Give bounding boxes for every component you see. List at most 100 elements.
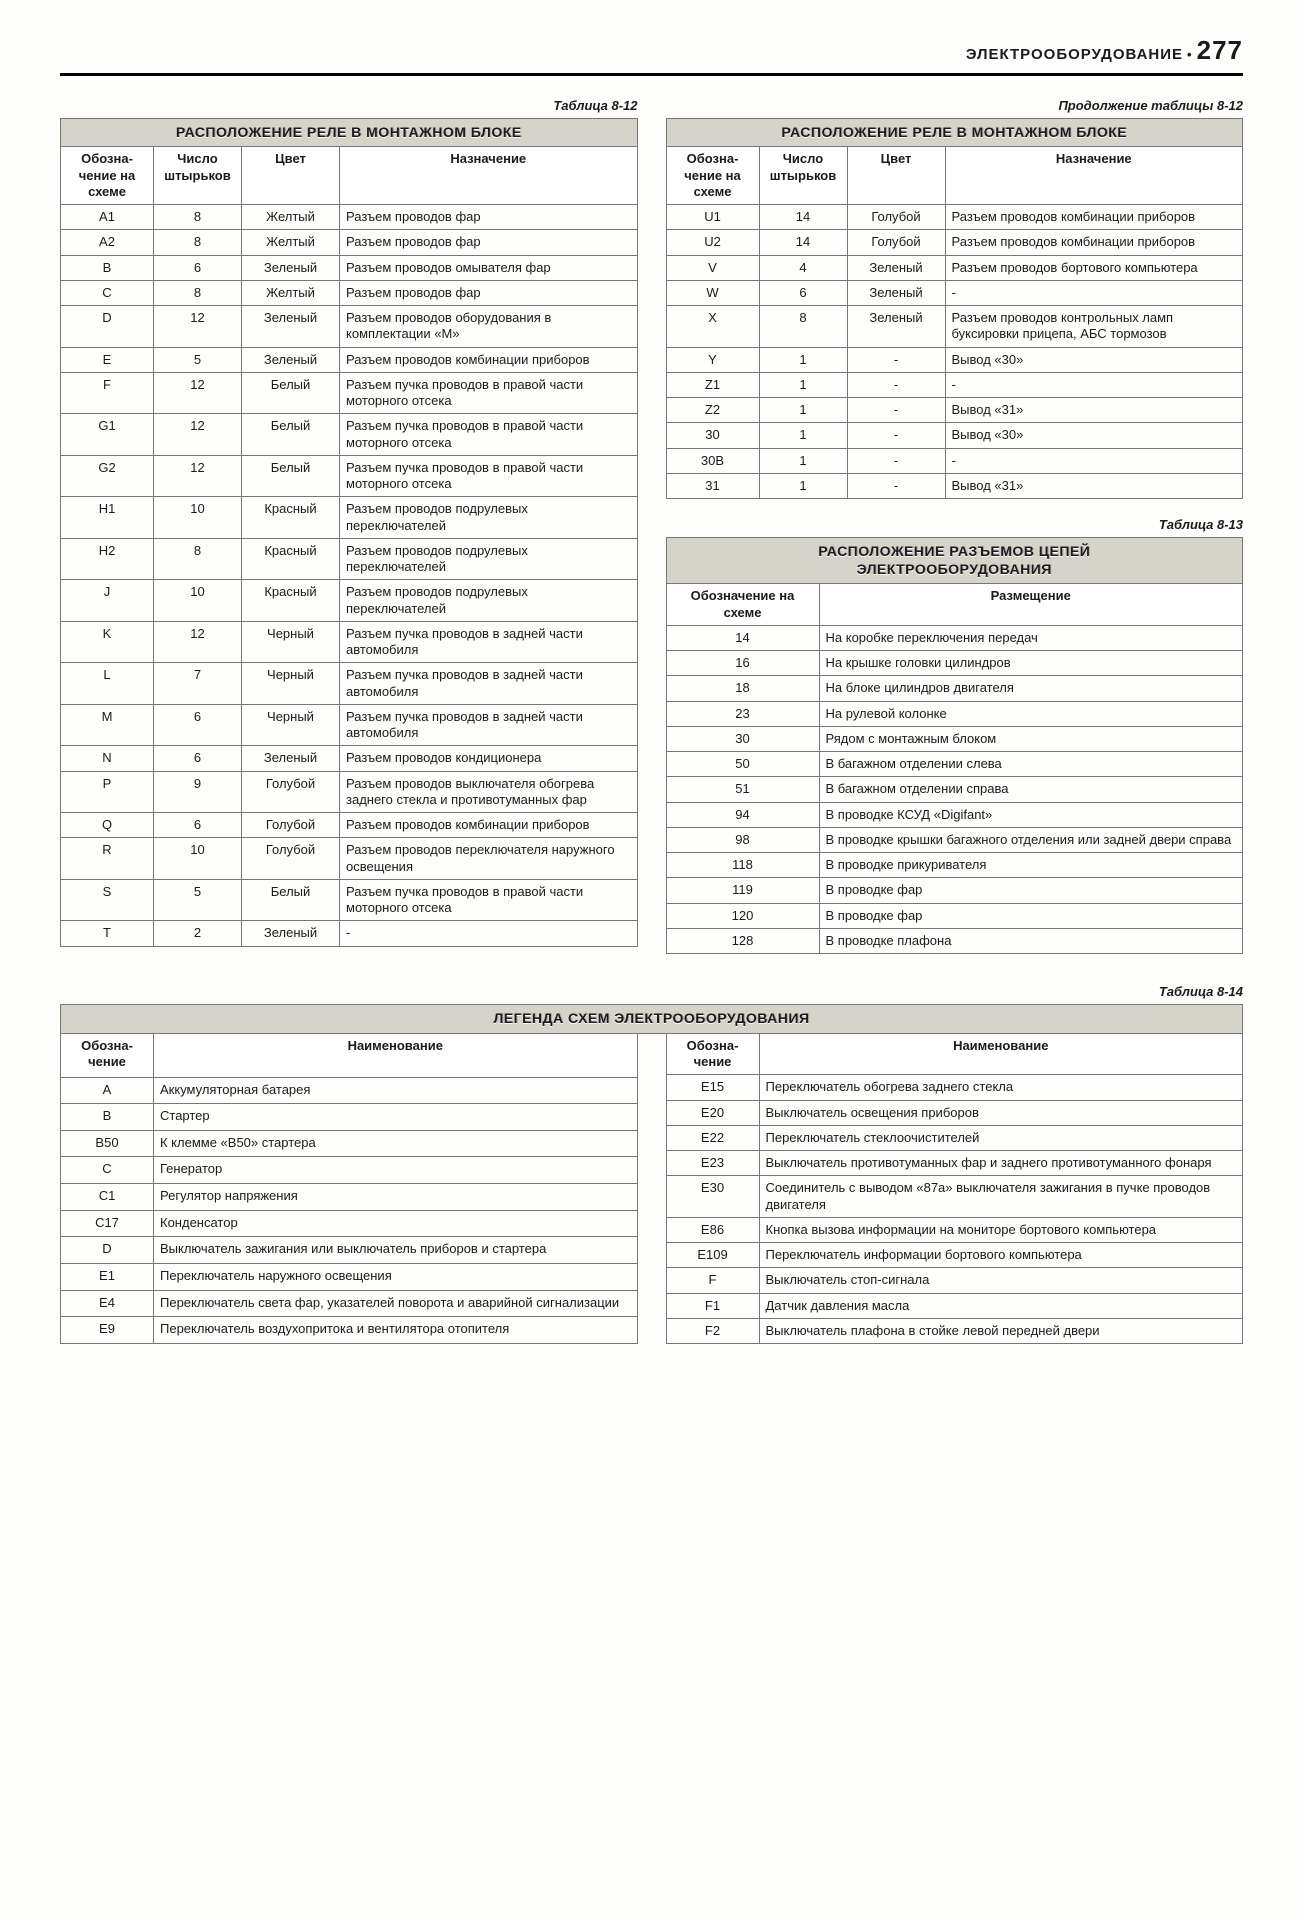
cell-color: -	[847, 473, 945, 498]
cell-purpose: Разъем проводов фар	[340, 280, 638, 305]
cell-purpose: -	[945, 448, 1243, 473]
cell-value: Датчик давления масла	[759, 1293, 1243, 1318]
cell-color: -	[847, 398, 945, 423]
cell-designation: F	[61, 372, 154, 414]
cell-designation: J	[61, 580, 154, 622]
cell-key: 118	[666, 853, 819, 878]
cell-purpose: Разъем проводов комбинации приборов	[945, 230, 1243, 255]
table-row: 119В проводке фар	[666, 878, 1243, 903]
cell-designation: G2	[61, 455, 154, 497]
table-row: H28КрасныйРазъем проводов подрулевых пер…	[61, 538, 638, 580]
caption-8-14: Таблица 8-14	[60, 984, 1243, 1000]
table-row: U114ГолубойРазъем проводов комбинации пр…	[666, 205, 1243, 230]
table-row: 118В проводке прикуривателя	[666, 853, 1243, 878]
cell-pins: 6	[154, 813, 242, 838]
cell-purpose: -	[945, 280, 1243, 305]
table-title-line2: ЭЛЕКТРООБОРУДОВАНИЯ	[857, 561, 1052, 577]
cell-purpose: Разъем проводов фар	[340, 230, 638, 255]
chapter-title: ЭЛЕКТРООБОРУДОВАНИЕ	[966, 46, 1183, 65]
cell-purpose: Разъем проводов контрольных ламп буксиро…	[945, 306, 1243, 348]
cell-designation: U1	[666, 205, 759, 230]
cell-purpose: Разъем пучка проводов в пра­вой части мо…	[340, 414, 638, 456]
cell-color: Желтый	[242, 280, 340, 305]
table-row: 301-Вывод «30»	[666, 423, 1243, 448]
cell-value: Выключатель противотуманных фар и заднег…	[759, 1151, 1243, 1176]
cell-designation: L	[61, 663, 154, 705]
cell-purpose: Разъем пучка проводов в пра­вой части мо…	[340, 372, 638, 414]
table-row: 30Рядом с монтажным блоком	[666, 726, 1243, 751]
cell-purpose: Разъем проводов подрулевых переключателе…	[340, 538, 638, 580]
cell-designation: 30	[666, 423, 759, 448]
table-row: K12ЧерныйРазъем пучка проводов в зад­ней…	[61, 621, 638, 663]
cell-designation: A1	[61, 205, 154, 230]
cell-pins: 8	[154, 538, 242, 580]
cell-color: Черный	[242, 621, 340, 663]
cell-purpose: Разъем проводов бортового компьютера	[945, 255, 1243, 280]
table-row: E4Переключатель света фар, указателей по…	[61, 1290, 638, 1317]
cell-purpose: Разъем пучка проводов в зад­ней части ав…	[340, 663, 638, 705]
table-row: S5БелыйРазъем пучка проводов в пра­вой ч…	[61, 879, 638, 921]
cell-pins: 1	[759, 398, 847, 423]
cell-key: C17	[61, 1210, 154, 1237]
table-row: E86Кнопка вызова информации на мониторе …	[666, 1217, 1243, 1242]
cell-value: Рядом с монтажным блоком	[819, 726, 1243, 751]
table-title: ЛЕГЕНДА СХЕМ ЭЛЕКТРООБОРУДОВАНИЯ	[61, 1005, 1243, 1034]
cell-value: Выключатель освещения приборов	[759, 1100, 1243, 1125]
cell-purpose: Разъем проводов оборудования в комплекта…	[340, 306, 638, 348]
cell-pins: 6	[154, 255, 242, 280]
cell-designation: 31	[666, 473, 759, 498]
cell-designation: U2	[666, 230, 759, 255]
table-row: G112БелыйРазъем пучка проводов в пра­вой…	[61, 414, 638, 456]
cell-key: E20	[666, 1100, 759, 1125]
table-8-12-right: РАСПОЛОЖЕНИЕ РЕЛЕ В МОНТАЖНОМ БЛОКЕ Обоз…	[666, 118, 1244, 499]
cell-designation: V	[666, 255, 759, 280]
cell-key: 50	[666, 752, 819, 777]
th-pins: Число штырь­ков	[154, 147, 242, 205]
cell-purpose: Вывод «31»	[945, 473, 1243, 498]
table-title: РАСПОЛОЖЕНИЕ РЕЛЕ В МОНТАЖНОМ БЛОКЕ	[61, 118, 638, 147]
cell-value: К клемме «B50» стартера	[154, 1130, 638, 1157]
cell-purpose: Разъем проводов переключате­ля наружного…	[340, 838, 638, 880]
cell-color: Зеленый	[242, 306, 340, 348]
cell-key: 119	[666, 878, 819, 903]
cell-color: Красный	[242, 497, 340, 539]
table-row: T2Зеленый-	[61, 921, 638, 946]
cell-color: -	[847, 347, 945, 372]
cell-purpose: Разъем проводов выключателя обогрева зад…	[340, 771, 638, 813]
cell-key: 51	[666, 777, 819, 802]
th-name: Наименование	[154, 1033, 638, 1077]
cell-value: Регулятор напряжения	[154, 1184, 638, 1211]
cell-color: Зеленый	[847, 306, 945, 348]
cell-key: 94	[666, 802, 819, 827]
cell-value: Выключатель зажигания или выключатель пр…	[154, 1237, 638, 1264]
cell-purpose: Разъем пучка проводов в зад­ней части ав…	[340, 621, 638, 663]
cell-value: В проводке крышки багажного отделения ил…	[819, 827, 1243, 852]
table-8-14-left: Обозна­чение Наименование AАккумуляторна…	[60, 1033, 638, 1344]
table-row: A18ЖелтыйРазъем проводов фар	[61, 205, 638, 230]
cell-color: Голубой	[242, 813, 340, 838]
cell-designation: W	[666, 280, 759, 305]
cell-designation: S	[61, 879, 154, 921]
table-row: E30Соединитель с выводом «87a» выключате…	[666, 1176, 1243, 1218]
cell-pins: 8	[154, 280, 242, 305]
th-designation: Обозна­чение на схеме	[61, 147, 154, 205]
cell-value: Кнопка вызова информации на мониторе бор…	[759, 1217, 1243, 1242]
table-row: D12ЗеленыйРазъем проводов оборудования в…	[61, 306, 638, 348]
cell-color: Белый	[242, 372, 340, 414]
cell-key: E1	[61, 1264, 154, 1291]
cell-pins: 6	[759, 280, 847, 305]
th-location: Размещение	[819, 584, 1243, 626]
table-row: DВыключатель зажигания или выключатель п…	[61, 1237, 638, 1264]
cell-pins: 14	[759, 205, 847, 230]
cell-color: Голубой	[242, 771, 340, 813]
cell-value: Переключатель обогрева заднего стекла	[759, 1075, 1243, 1100]
cell-pins: 1	[759, 448, 847, 473]
cell-designation: K	[61, 621, 154, 663]
table-8-14-right: Обозна­чение Наименование E15Переключате…	[666, 1033, 1244, 1344]
cell-value: В багажном отделении справа	[819, 777, 1243, 802]
cell-purpose: Разъем проводов подрулевых переключателе…	[340, 497, 638, 539]
cell-value: Выключатель плафона в стойке левой перед…	[759, 1318, 1243, 1343]
page-header: ЭЛЕКТРООБОРУДОВАНИЕ • 277	[60, 34, 1243, 76]
cell-color: Голубой	[847, 230, 945, 255]
cell-color: Белый	[242, 879, 340, 921]
